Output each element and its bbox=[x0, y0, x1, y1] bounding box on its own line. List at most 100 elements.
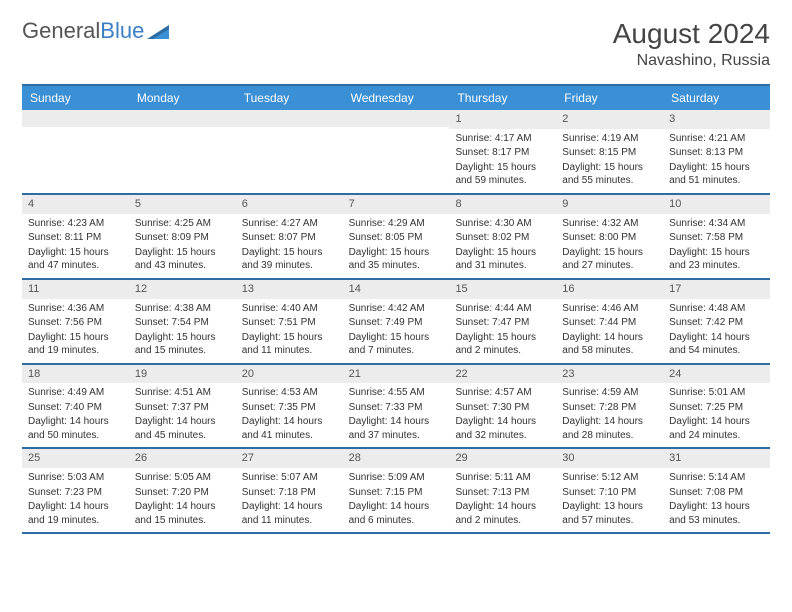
day-details: Sunrise: 4:38 AMSunset: 7:54 PMDaylight:… bbox=[129, 302, 236, 363]
logo: GeneralBlue bbox=[22, 18, 169, 44]
daylight-text: Daylight: 14 hours and 6 minutes. bbox=[349, 500, 444, 527]
daylight-text: Daylight: 15 hours and 43 minutes. bbox=[135, 246, 230, 273]
sunrise-text: Sunrise: 4:51 AM bbox=[135, 386, 230, 400]
day-number: 31 bbox=[663, 449, 770, 468]
sunset-text: Sunset: 7:33 PM bbox=[349, 401, 444, 415]
daylight-text: Daylight: 14 hours and 19 minutes. bbox=[28, 500, 123, 527]
day-number: 27 bbox=[236, 449, 343, 468]
sunrise-text: Sunrise: 4:29 AM bbox=[349, 217, 444, 231]
day-number: 18 bbox=[22, 365, 129, 384]
daylight-text: Daylight: 14 hours and 50 minutes. bbox=[28, 415, 123, 442]
sunrise-text: Sunrise: 4:42 AM bbox=[349, 302, 444, 316]
day-cell: 1Sunrise: 4:17 AMSunset: 8:17 PMDaylight… bbox=[449, 110, 556, 193]
day-details: Sunrise: 4:42 AMSunset: 7:49 PMDaylight:… bbox=[343, 302, 450, 363]
day-cell: 20 Sunrise: 4:53 AMSunset: 7:35 PMDayligh… bbox=[236, 365, 343, 448]
day-details: Sunrise: 4:25 AMSunset: 8:09 PMDaylight:… bbox=[129, 217, 236, 278]
daylight-text: Daylight: 15 hours and 51 minutes. bbox=[669, 161, 764, 188]
day-details: Sunrise: 4:19 AMSunset: 8:15 PMDaylight:… bbox=[556, 132, 663, 193]
sunset-text: Sunset: 8:05 PM bbox=[349, 231, 444, 245]
day-number bbox=[129, 110, 236, 127]
week-row: 25Sunrise: 5:03 AMSunset: 7:23 PMDayligh… bbox=[22, 449, 770, 534]
day-number: 12 bbox=[129, 280, 236, 299]
day-cell: 25Sunrise: 5:03 AMSunset: 7:23 PMDayligh… bbox=[22, 449, 129, 532]
sunrise-text: Sunrise: 5:12 AM bbox=[562, 471, 657, 485]
day-number: 29 bbox=[449, 449, 556, 468]
daylight-text: Daylight: 14 hours and 2 minutes. bbox=[455, 500, 550, 527]
sunrise-text: Sunrise: 4:23 AM bbox=[28, 217, 123, 231]
daylight-text: Daylight: 15 hours and 15 minutes. bbox=[135, 331, 230, 358]
week-row: 11Sunrise: 4:36 AMSunset: 7:56 PMDayligh… bbox=[22, 280, 770, 365]
day-cell: 18 Sunrise: 4:49 AMSunset: 7:40 PMDayligh… bbox=[22, 365, 129, 448]
day-number: 5 bbox=[129, 195, 236, 214]
location: Navashino, Russia bbox=[613, 52, 770, 70]
daylight-text: Daylight: 15 hours and 31 minutes. bbox=[455, 246, 550, 273]
day-details: Sunrise: 4:53 AMSunset: 7:35 PMDaylight:… bbox=[236, 386, 343, 447]
day-cell: 4Sunrise: 4:23 AMSunset: 8:11 PMDaylight… bbox=[22, 195, 129, 278]
day-header: Sunday bbox=[22, 86, 129, 110]
sunset-text: Sunset: 7:35 PM bbox=[242, 401, 337, 415]
day-number: 16 bbox=[556, 280, 663, 299]
day-details: Sunrise: 5:05 AMSunset: 7:20 PMDaylight:… bbox=[129, 471, 236, 532]
sunset-text: Sunset: 7:28 PM bbox=[562, 401, 657, 415]
sunset-text: Sunset: 8:13 PM bbox=[669, 146, 764, 160]
day-number: 4 bbox=[22, 195, 129, 214]
day-cell: 17Sunrise: 4:48 AMSunset: 7:42 PMDayligh… bbox=[663, 280, 770, 363]
day-cell: 24Sunrise: 5:01 AMSunset: 7:25 PMDayligh… bbox=[663, 365, 770, 448]
sunrise-text: Sunrise: 4:17 AM bbox=[455, 132, 550, 146]
daylight-text: Daylight: 14 hours and 41 minutes. bbox=[242, 415, 337, 442]
day-cell: 15Sunrise: 4:44 AMSunset: 7:47 PMDayligh… bbox=[449, 280, 556, 363]
day-header: Tuesday bbox=[236, 86, 343, 110]
day-number: 2 bbox=[556, 110, 663, 129]
day-details: Sunrise: 4:46 AMSunset: 7:44 PMDaylight:… bbox=[556, 302, 663, 363]
day-number: 21 bbox=[343, 365, 450, 384]
sunset-text: Sunset: 7:30 PM bbox=[455, 401, 550, 415]
day-cell bbox=[129, 110, 236, 193]
sunrise-text: Sunrise: 5:11 AM bbox=[455, 471, 550, 485]
sunrise-text: Sunrise: 5:03 AM bbox=[28, 471, 123, 485]
sunrise-text: Sunrise: 4:36 AM bbox=[28, 302, 123, 316]
day-number: 20 bbox=[236, 365, 343, 384]
sunset-text: Sunset: 7:40 PM bbox=[28, 401, 123, 415]
day-number: 17 bbox=[663, 280, 770, 299]
sunrise-text: Sunrise: 4:46 AM bbox=[562, 302, 657, 316]
day-details: Sunrise: 5:01 AMSunset: 7:25 PMDaylight:… bbox=[663, 386, 770, 447]
day-number: 10 bbox=[663, 195, 770, 214]
day-number: 30 bbox=[556, 449, 663, 468]
sunset-text: Sunset: 7:13 PM bbox=[455, 486, 550, 500]
sunset-text: Sunset: 7:18 PM bbox=[242, 486, 337, 500]
header: GeneralBlue August 2024 Navashino, Russi… bbox=[22, 18, 770, 70]
day-header: Friday bbox=[556, 86, 663, 110]
sunset-text: Sunset: 7:10 PM bbox=[562, 486, 657, 500]
day-cell: 16 Sunrise: 4:46 AMSunset: 7:44 PMDayligh… bbox=[556, 280, 663, 363]
triangle-icon bbox=[147, 23, 169, 39]
sunset-text: Sunset: 7:42 PM bbox=[669, 316, 764, 330]
day-cell: 30 Sunrise: 5:12 AMSunset: 7:10 PMDayligh… bbox=[556, 449, 663, 532]
day-number: 15 bbox=[449, 280, 556, 299]
sunset-text: Sunset: 7:47 PM bbox=[455, 316, 550, 330]
day-header: Saturday bbox=[663, 86, 770, 110]
day-details: Sunrise: 4:36 AMSunset: 7:56 PMDaylight:… bbox=[22, 302, 129, 363]
sunrise-text: Sunrise: 5:01 AM bbox=[669, 386, 764, 400]
day-number: 23 bbox=[556, 365, 663, 384]
day-number: 19 bbox=[129, 365, 236, 384]
day-details: Sunrise: 4:40 AMSunset: 7:51 PMDaylight:… bbox=[236, 302, 343, 363]
daylight-text: Daylight: 14 hours and 15 minutes. bbox=[135, 500, 230, 527]
sunrise-text: Sunrise: 4:48 AM bbox=[669, 302, 764, 316]
day-number bbox=[343, 110, 450, 127]
day-details: Sunrise: 5:12 AMSunset: 7:10 PMDaylight:… bbox=[556, 471, 663, 532]
day-cell: 7Sunrise: 4:29 AMSunset: 8:05 PMDaylight… bbox=[343, 195, 450, 278]
day-cell: 13Sunrise: 4:40 AMSunset: 7:51 PMDayligh… bbox=[236, 280, 343, 363]
day-header: Monday bbox=[129, 86, 236, 110]
sunrise-text: Sunrise: 4:49 AM bbox=[28, 386, 123, 400]
day-details: Sunrise: 5:07 AMSunset: 7:18 PMDaylight:… bbox=[236, 471, 343, 532]
day-number: 7 bbox=[343, 195, 450, 214]
daylight-text: Daylight: 14 hours and 45 minutes. bbox=[135, 415, 230, 442]
daylight-text: Daylight: 15 hours and 39 minutes. bbox=[242, 246, 337, 273]
day-details: Sunrise: 4:27 AMSunset: 8:07 PMDaylight:… bbox=[236, 217, 343, 278]
sunset-text: Sunset: 7:08 PM bbox=[669, 486, 764, 500]
day-number: 1 bbox=[449, 110, 556, 129]
sunrise-text: Sunrise: 5:05 AM bbox=[135, 471, 230, 485]
day-details: Sunrise: 4:55 AMSunset: 7:33 PMDaylight:… bbox=[343, 386, 450, 447]
day-header: Thursday bbox=[449, 86, 556, 110]
sunset-text: Sunset: 7:58 PM bbox=[669, 231, 764, 245]
